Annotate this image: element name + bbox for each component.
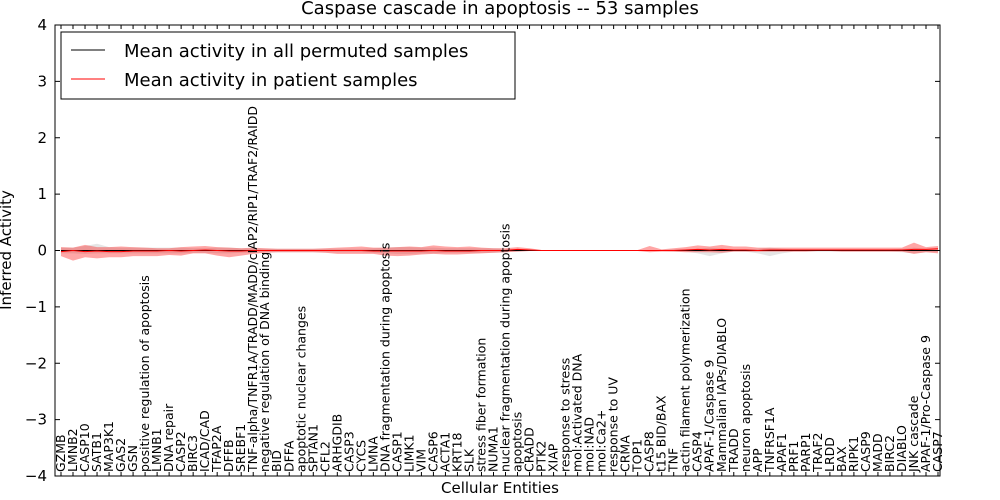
legend-label-patient: Mean activity in patient samples <box>124 70 418 91</box>
x-tick-label: apoptosis <box>510 412 525 472</box>
legend-label-permuted: Mean activity in all permuted samples <box>124 41 468 62</box>
x-tick-label: CASP4 <box>690 431 705 472</box>
confidence-bands <box>61 242 938 261</box>
x-tick-label: LIMK1 <box>401 434 416 472</box>
permuted-band <box>61 243 938 257</box>
x-tick-label: DNA repair <box>161 403 176 472</box>
x-tick-label: ICAD/CAD <box>197 410 212 472</box>
x-tick-label: TRADD <box>726 428 741 473</box>
x-tick-label: Mammalian IAPs/DIABLO <box>714 318 729 472</box>
x-tick-label: NUMA1 <box>485 426 500 472</box>
x-tick-label: SREBF1 <box>233 424 248 472</box>
x-tick-label: response to stress <box>558 358 573 472</box>
patient-band <box>61 242 938 261</box>
x-tick-label: CASP7 <box>930 431 945 472</box>
x-tick-label: MAP3K1 <box>101 421 116 472</box>
x-tick-label: stress fiber formation <box>473 338 488 472</box>
x-tick-label: JNK cascade <box>906 395 921 473</box>
y-tick-label: 4 <box>37 16 47 34</box>
x-tick-label: ARHGDIB <box>329 414 344 472</box>
x-tick-label: CRADD <box>522 427 537 472</box>
x-tick-label: nuclear fragmentation during apoptosis <box>498 223 513 472</box>
y-tick-label: −2 <box>25 354 47 372</box>
x-tick-label: LMNB1 <box>149 428 164 472</box>
x-tick-label: TNF <box>666 448 681 473</box>
x-tick-label: actin filament polymerization <box>678 288 693 472</box>
x-tick-label: APAF-1/Caspase 9 <box>702 360 717 472</box>
x-tick-label: XIAP <box>546 443 561 472</box>
x-tick-label: DFFB <box>221 439 236 472</box>
x-tick-label: PRF1 <box>786 441 801 472</box>
x-tick-label: DNA fragmentation during apoptosis <box>377 243 392 472</box>
x-tick-label: APAF-1/Pro-Caspase 9 <box>918 335 933 472</box>
y-tick-label: −1 <box>25 298 47 316</box>
y-tick-label: 1 <box>37 185 47 203</box>
x-tick-label: TOP1 <box>630 439 645 473</box>
y-axis-ticks: −4 −3 −2 −1 0 1 2 3 4 <box>25 16 940 485</box>
x-tick-label: t15 BID/BAX <box>654 395 669 472</box>
x-tick-label: SPTAN1 <box>305 424 320 472</box>
x-tick-label: TFAP2A <box>209 425 224 473</box>
x-tick-label: PTK2 <box>534 441 549 472</box>
legend-box <box>60 31 516 100</box>
x-tick-label: CASP10 <box>77 423 92 472</box>
x-tick-label: CYCS <box>353 440 368 472</box>
x-tick-label: APP <box>750 448 765 472</box>
x-tick-label: mol:Ca2+ <box>594 410 609 472</box>
x-tick-label: response to UV <box>606 377 621 472</box>
x-tick-label: negative regulation of DNA binding <box>257 252 272 472</box>
x-tick-label: DIABLO <box>894 425 909 472</box>
x-tick-label: PARP1 <box>798 433 813 472</box>
x-tick-label: RIPK1 <box>846 436 861 472</box>
x-tick-label: positive regulation of apoptosis <box>137 275 152 472</box>
x-axis-ticks: GZMBLMNB2CASP10SATB1MAP3K1GAS2GSNpositiv… <box>53 25 945 476</box>
x-tick-label: CASP2 <box>173 431 188 472</box>
x-tick-label: GZMB <box>53 434 68 472</box>
x-tick-label: CASP3 <box>341 431 356 472</box>
x-tick-label: LRDD <box>822 437 837 472</box>
x-tick-label: DFFA <box>281 440 296 472</box>
x-tick-label: mol:NAD <box>582 417 597 472</box>
x-tick-label: neuron apoptosis <box>738 364 753 472</box>
y-tick-label: −4 <box>25 467 47 485</box>
x-tick-label: SLK <box>461 448 476 472</box>
x-tick-label: VIM <box>413 449 428 472</box>
x-tick-label: CASP9 <box>858 431 873 472</box>
y-tick-label: 3 <box>37 72 47 90</box>
x-tick-label: TNF-alpha/TNFR1A/TRADD/MADD/cIAP2/RIP1/T… <box>245 106 260 473</box>
x-axis-label: Cellular Entities <box>441 479 559 497</box>
x-tick-label: ACTA1 <box>437 432 452 472</box>
x-tick-label: GSN <box>125 445 140 472</box>
x-tick-label: LMNA <box>365 436 380 472</box>
x-tick-label: BAX <box>834 446 849 472</box>
x-tick-label: apoptotic nuclear changes <box>293 306 308 472</box>
x-tick-label: CASP8 <box>642 431 657 472</box>
series-lines <box>60 248 939 253</box>
legend: Mean activity in all permuted samples Me… <box>60 31 516 100</box>
x-tick-label: GAS2 <box>113 438 128 472</box>
chart-title: Caspase cascade in apoptosis -- 53 sampl… <box>301 0 699 19</box>
patient-mean-line <box>60 248 939 253</box>
x-tick-label: BIRC3 <box>185 435 200 472</box>
x-tick-label: MADD <box>870 433 885 472</box>
x-tick-label: BIRC2 <box>882 435 897 472</box>
x-tick-label: LMNB2 <box>65 428 80 472</box>
x-tick-label: CRMA <box>618 435 633 472</box>
plot-frame <box>54 24 941 477</box>
x-tick-label: APAF1 <box>774 433 789 472</box>
x-tick-label: TNFRSF1A <box>762 407 777 473</box>
x-tick-label: KRT18 <box>449 432 464 472</box>
y-tick-label: −3 <box>25 411 47 429</box>
y-tick-label: 2 <box>37 129 47 147</box>
x-tick-label: CASP1 <box>389 431 404 472</box>
x-tick-label: TRAF2 <box>810 432 825 473</box>
x-tick-label: CFL2 <box>317 441 332 472</box>
x-tick-label: mol:Activated DNA <box>570 353 585 472</box>
x-tick-label: BID <box>269 450 284 472</box>
y-tick-label: 0 <box>37 242 47 260</box>
y-axis-label: Inferred Activity <box>0 190 15 310</box>
x-tick-label: CASP6 <box>425 431 440 472</box>
x-tick-label: SATB1 <box>89 432 104 472</box>
